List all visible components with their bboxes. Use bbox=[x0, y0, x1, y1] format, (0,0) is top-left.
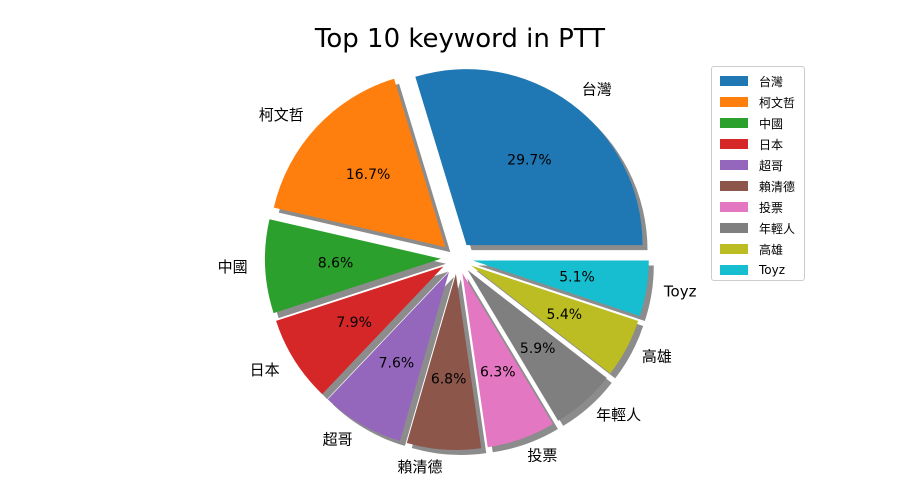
slice-3-category-label: 中國 bbox=[218, 258, 248, 276]
legend-swatch bbox=[720, 223, 748, 233]
slice-8-wedge bbox=[467, 269, 607, 421]
legend-item: 年輕人 bbox=[720, 220, 795, 236]
slice-4-category-label: 日本 bbox=[250, 361, 280, 379]
slice-6-percent-label: 6.8% bbox=[431, 371, 467, 387]
legend-label: 台灣 bbox=[759, 74, 784, 89]
legend-label: 年輕人 bbox=[759, 221, 796, 236]
slice-8-category-label: 年輕人 bbox=[596, 406, 641, 424]
legend-item: 日本 bbox=[720, 136, 783, 152]
slice-6-category-label: 賴清德 bbox=[398, 458, 443, 476]
slice-10-wedge bbox=[472, 260, 649, 316]
legend-label: 中國 bbox=[759, 116, 784, 131]
legend-label: 賴清德 bbox=[759, 179, 796, 194]
slice-3-percent-label: 8.6% bbox=[318, 255, 354, 271]
legend-swatch bbox=[720, 118, 748, 128]
chart-title: Top 10 keyword in PTT bbox=[314, 24, 606, 54]
legend-swatch bbox=[720, 97, 748, 107]
legend-label: 投票 bbox=[759, 200, 784, 215]
legend-label: 高雄 bbox=[759, 242, 784, 257]
legend: 台灣柯文哲中國日本超哥賴清德投票年輕人高雄 Toyz bbox=[711, 66, 805, 281]
slice-9-wedge bbox=[471, 265, 639, 374]
legend-label: 日本 bbox=[759, 137, 784, 152]
legend-item: 高雄 bbox=[720, 241, 783, 257]
slice-7-category-label: 投票 bbox=[527, 446, 557, 464]
slice-1-percent-label: 29.7% bbox=[507, 152, 551, 168]
legend-item: 台灣 bbox=[720, 73, 783, 89]
legend-item: 中國 bbox=[720, 115, 783, 131]
slice-4-wedge bbox=[276, 266, 444, 395]
legend-item: 賴清德 bbox=[720, 178, 795, 194]
slice-9-category-label: 高雄 bbox=[642, 348, 672, 366]
slice-7-wedge bbox=[462, 273, 553, 448]
slice-2-wedge bbox=[273, 78, 446, 248]
slice-1-wedge bbox=[415, 69, 643, 246]
legend-item: 投票 bbox=[720, 199, 783, 215]
legend-item: Toyz bbox=[720, 262, 785, 278]
legend-swatch bbox=[720, 76, 748, 86]
slice-10-category-label: Toyz bbox=[663, 282, 697, 300]
legend-label: 超哥 bbox=[759, 158, 784, 173]
legend-label: 柯文哲 bbox=[759, 95, 796, 110]
legend-swatch bbox=[720, 202, 748, 212]
legend-label: Toyz bbox=[759, 263, 786, 277]
slice-4-percent-label: 7.9% bbox=[336, 315, 372, 331]
slice-2-percent-label: 16.7% bbox=[346, 167, 390, 183]
slice-7-percent-label: 6.3% bbox=[480, 365, 516, 381]
slice-1-category-label: 台灣 bbox=[582, 81, 612, 99]
slice-8-percent-label: 5.9% bbox=[520, 341, 556, 357]
slice-6-wedge bbox=[406, 273, 482, 450]
legend-swatch bbox=[720, 244, 748, 254]
slice-9-percent-label: 5.4% bbox=[546, 307, 582, 323]
legend-item: 柯文哲 bbox=[720, 94, 795, 110]
slice-3-wedge bbox=[265, 219, 442, 314]
slice-5-category-label: 超哥 bbox=[323, 431, 353, 449]
legend-item: 超哥 bbox=[720, 157, 783, 173]
slice-5-percent-label: 7.6% bbox=[379, 355, 415, 371]
legend-swatch bbox=[720, 265, 748, 275]
slice-2-category-label: 柯文哲 bbox=[259, 106, 304, 124]
legend-swatch bbox=[720, 139, 748, 149]
legend-swatch bbox=[720, 160, 748, 170]
slice-10-percent-label: 5.1% bbox=[559, 269, 595, 285]
legend-swatch bbox=[720, 181, 748, 191]
slice-5-wedge bbox=[327, 271, 450, 441]
